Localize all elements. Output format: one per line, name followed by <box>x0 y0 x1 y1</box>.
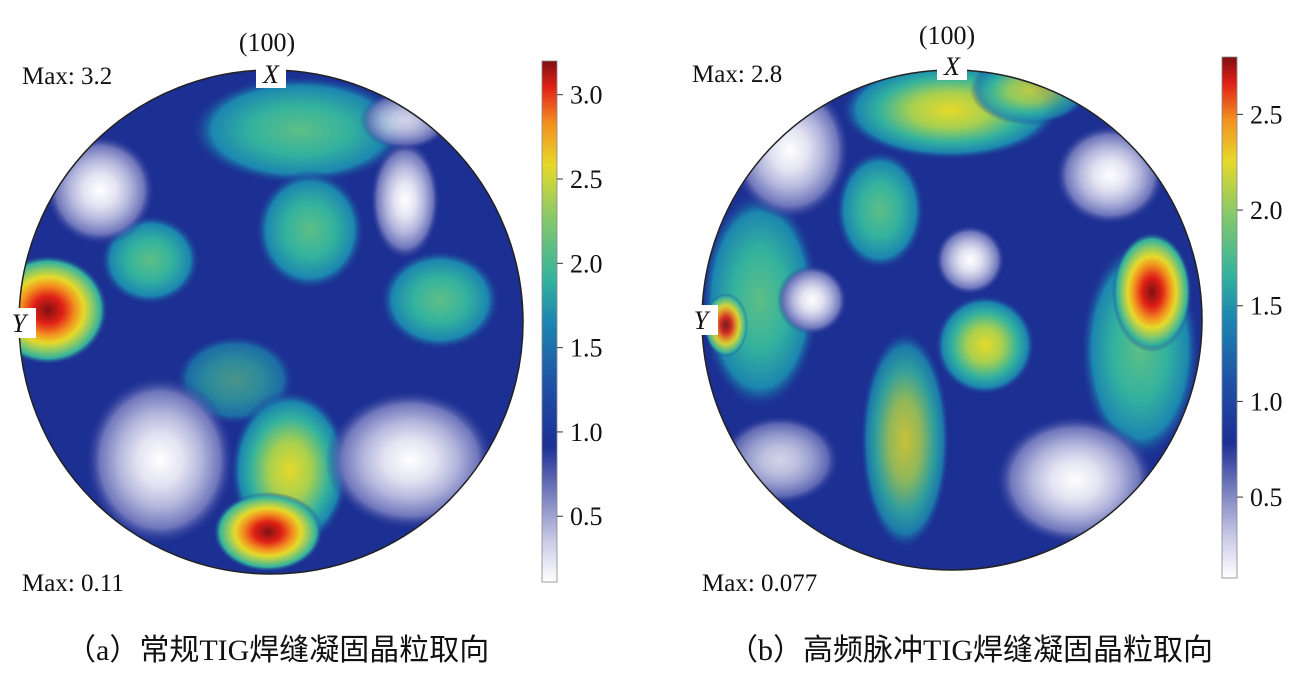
blob <box>325 390 495 530</box>
pole-figure-a-min-text: Max: 0.11 <box>22 570 124 597</box>
blob <box>720 415 840 505</box>
blob <box>360 90 450 150</box>
pole-figure-b: X Y (100) Max: 2.8 Max: 0.077 0.5 1.0 1.5 2… <box>686 21 1283 667</box>
colorbar-tick-label: 1.0 <box>1250 387 1283 416</box>
blob <box>370 140 440 260</box>
blob <box>85 375 235 545</box>
blob <box>255 170 365 290</box>
blob <box>835 150 925 270</box>
colorbar-tick-label: 0.5 <box>1250 483 1283 512</box>
pole-figure-a-y-label: Y <box>12 309 29 338</box>
hotspot <box>19 255 108 365</box>
colorbar-tick-label: 2.5 <box>1250 100 1283 129</box>
y-label-box <box>4 308 36 338</box>
pole-figure-b-min-text: Max: 0.077 <box>702 570 817 597</box>
blob <box>935 295 1035 395</box>
hotspot <box>1112 232 1192 352</box>
blob <box>380 250 500 350</box>
x-label-box <box>256 58 286 88</box>
colorbar-tick-label: 2.5 <box>570 165 603 194</box>
pole-figure-b-plane-label: (100) <box>919 21 975 50</box>
blob <box>970 70 1090 125</box>
pole-figure-b-max-text: Max: 2.8 <box>692 61 782 88</box>
colorbar-a-ticks: 0.5 1.0 1.5 2.0 2.5 3.0 <box>557 81 603 531</box>
blob <box>190 75 410 185</box>
pole-figure-a-intensity <box>19 75 500 572</box>
blob <box>777 265 847 335</box>
x-label-box <box>937 52 967 80</box>
blob <box>860 330 950 550</box>
colorbar-tick-label: 3.0 <box>570 81 603 110</box>
blob <box>935 225 1005 295</box>
pole-figure-b-x-label: X <box>943 52 961 81</box>
pole-figure-a-x-label: X <box>262 60 280 89</box>
blob <box>1055 125 1165 225</box>
blob <box>995 415 1155 545</box>
colorbar-tick-label: 0.5 <box>570 502 603 531</box>
colorbar-a <box>541 60 558 583</box>
pole-figure-a: X Y (100) Max: 3.2 Max: 0.11 0.5 1.0 1.5 2.… <box>4 28 603 667</box>
pole-figure-a-max-text: Max: 3.2 <box>22 63 112 90</box>
colorbar-tick-label: 1.0 <box>570 418 603 447</box>
colorbar-b <box>1221 56 1238 579</box>
colorbar-tick-label: 2.0 <box>1250 196 1283 225</box>
pole-figure-a-plane-label: (100) <box>239 28 295 57</box>
colorbar-b-ticks: 0.5 1.0 1.5 2.0 2.5 <box>1237 100 1283 512</box>
colorbar-tick-label: 2.0 <box>570 249 603 278</box>
y-label-box <box>686 305 718 335</box>
pole-figure-b-y-label: Y <box>694 306 711 335</box>
blob <box>45 135 155 245</box>
colorbar-tick-label: 1.5 <box>570 334 603 363</box>
hotspot <box>213 492 323 572</box>
panel-b-caption: （b）高频脉冲TIG焊缝凝固晶粒取向 <box>728 634 1213 667</box>
colorbar-tick-label: 1.5 <box>1250 292 1283 321</box>
pole-figure-b-intensity <box>702 70 1200 550</box>
panel-a-caption: （a）常规TIG焊缝凝固晶粒取向 <box>66 634 489 667</box>
